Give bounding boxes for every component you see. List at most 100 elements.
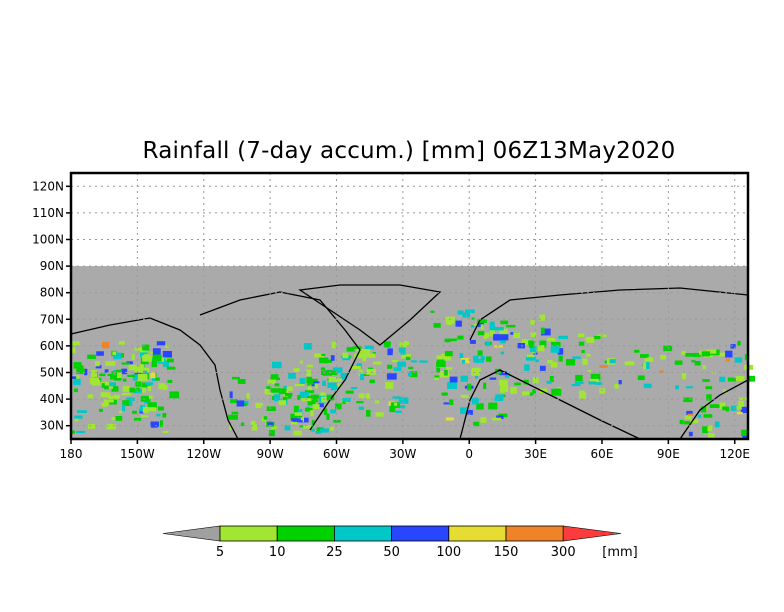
rain-cell (694, 361, 701, 366)
rain-cell (584, 338, 590, 341)
rain-cell (284, 425, 291, 431)
rain-cell (345, 390, 354, 394)
rain-cell (134, 347, 144, 351)
rain-cell (231, 411, 239, 415)
rain-cell (393, 367, 402, 371)
rain-cell (457, 335, 464, 340)
rain-cell (140, 415, 149, 418)
rain-cell (599, 365, 608, 368)
rain-cell (506, 324, 516, 328)
x-tick-label: 60E (591, 447, 614, 461)
rain-cell (477, 319, 487, 323)
rain-cell (480, 324, 484, 330)
rain-cell (688, 431, 693, 437)
rain-cell (152, 354, 162, 362)
rain-cell (333, 420, 341, 423)
rain-cell (470, 340, 476, 344)
rain-cell (312, 404, 320, 410)
rain-cell (315, 431, 322, 434)
rain-cell (461, 359, 466, 364)
rain-cell (314, 353, 324, 358)
x-tick-label: 150W (120, 447, 155, 461)
plot-frame (69, 171, 750, 441)
rain-cell (268, 430, 275, 437)
coastline (469, 287, 749, 341)
rain-cell (71, 376, 77, 379)
rain-cell (494, 327, 504, 331)
colorbar-segment (505, 525, 564, 542)
rain-cell (738, 400, 744, 408)
rain-cell (640, 354, 649, 358)
rain-cell (527, 392, 534, 396)
rain-cell (292, 420, 303, 423)
x-tick-label: 90W (257, 447, 284, 461)
rain-cell (122, 400, 130, 406)
y-tick-label: 70N (40, 312, 64, 326)
rain-cell (444, 369, 448, 376)
rain-cell (329, 370, 338, 376)
rain-cell (703, 414, 713, 418)
rain-cell (87, 354, 96, 359)
rain-cell (471, 369, 480, 376)
rain-cell (690, 419, 699, 424)
rain-cell (579, 390, 585, 394)
rain-cell (587, 370, 592, 373)
rain-cell (433, 323, 441, 328)
rain-cell (365, 393, 370, 399)
rain-cell (588, 381, 596, 385)
rain-cell (160, 420, 163, 427)
rain-cell (558, 335, 568, 340)
rain-cell (151, 377, 156, 382)
rain-cell (333, 378, 342, 382)
rain-cell (446, 321, 453, 325)
rain-cell (493, 334, 501, 341)
rain-cell (647, 357, 654, 361)
rain-cell (513, 332, 521, 339)
rain-cell (683, 397, 693, 403)
rain-cell (535, 359, 540, 363)
rain-cell (366, 409, 371, 417)
rain-cell (473, 421, 480, 427)
rain-cell (684, 421, 691, 425)
rain-cell (392, 396, 402, 399)
rain-cell (530, 320, 535, 325)
rain-cell (144, 400, 151, 404)
coastline (459, 369, 641, 440)
rain-cell (522, 391, 530, 396)
colorbar-label: 10 (269, 545, 286, 560)
rain-cell (311, 383, 315, 387)
rain-cell (436, 355, 445, 360)
x-tick-label: 30E (524, 447, 547, 461)
rain-cell (719, 376, 726, 382)
rain-cell (332, 367, 343, 374)
rain-cell (578, 333, 585, 338)
rain-cell (734, 357, 743, 363)
rain-cell (691, 360, 696, 363)
rain-cell (736, 376, 744, 381)
y-tick-label: 60N (40, 339, 64, 353)
rain-cell (460, 394, 470, 398)
rain-cell (335, 403, 342, 410)
rain-cell (145, 382, 153, 385)
rain-cell (307, 399, 316, 406)
rain-cell (100, 382, 109, 386)
rain-cell (590, 373, 601, 381)
rain-cell (441, 353, 451, 361)
rain-cell (500, 320, 509, 325)
rain-cell (436, 367, 441, 373)
rain-cell (722, 406, 729, 411)
rain-cell (618, 380, 622, 385)
rain-cell (546, 380, 552, 384)
rain-cell (499, 371, 507, 376)
rain-cell (162, 430, 169, 433)
rain-cell (550, 345, 560, 353)
rain-cell (265, 392, 273, 395)
rain-cell (151, 421, 158, 428)
rain-cell (485, 341, 491, 347)
rain-cell (117, 372, 122, 378)
x-tick-label: 30W (389, 447, 416, 461)
rain-cell (499, 334, 509, 341)
colorbar-triangle-high (562, 525, 622, 542)
rain-cell (304, 390, 315, 394)
